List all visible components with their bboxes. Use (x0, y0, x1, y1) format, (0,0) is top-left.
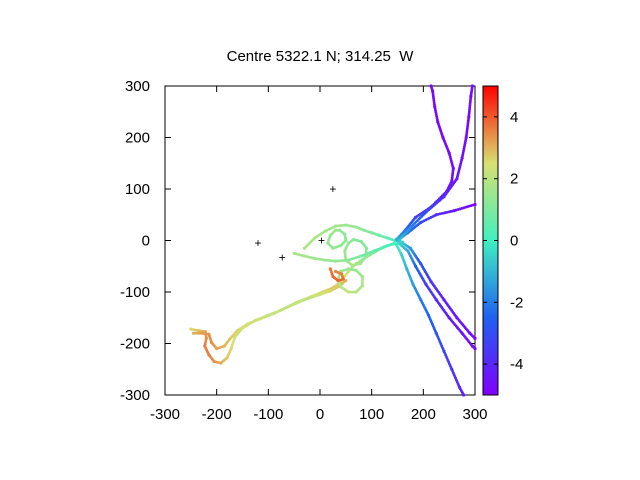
y-tick-label: 200 (125, 130, 150, 147)
plus-marker: + (318, 234, 325, 248)
chart-title: Centre 5322.1 N; 314.25 W (226, 48, 414, 65)
series-13-point (470, 84, 475, 88)
y-tick-label: 300 (125, 78, 150, 95)
series-3-point (333, 228, 338, 232)
series-10-point (473, 336, 477, 340)
y-tick-label: -100 (120, 284, 150, 301)
colorbar-tick-label: 4 (510, 109, 518, 126)
series-9-point (473, 347, 477, 351)
series-5-point (350, 290, 354, 294)
series-5-point (348, 290, 352, 294)
y-tick-label: -200 (120, 336, 150, 353)
colorbar-tick-label: -2 (510, 294, 523, 311)
y-tick-label: -300 (120, 387, 150, 404)
y-tick-label: 0 (142, 233, 150, 250)
series-1-point (344, 279, 348, 283)
colorbar-tick-label: 2 (510, 171, 518, 188)
plus-marker: + (254, 236, 261, 250)
x-tick-label: 200 (411, 406, 436, 423)
colorbar-tick-label: -4 (510, 356, 523, 373)
x-tick-label: 100 (359, 406, 384, 423)
plus-marker: + (279, 250, 286, 264)
series-12-point (429, 84, 433, 88)
x-tick-label: -100 (253, 406, 283, 423)
y-tick-label: 100 (125, 181, 150, 198)
series-1-point (193, 331, 197, 335)
series-8-point (462, 393, 466, 397)
colorbar-tick-label: 0 (510, 233, 518, 250)
series-4-point (346, 241, 351, 245)
series-7-point (333, 269, 338, 273)
x-tick-label: -300 (150, 406, 180, 423)
plus-marker: + (329, 182, 336, 196)
series-11-point (473, 202, 477, 207)
x-tick-label: 0 (316, 406, 324, 423)
x-tick-label: -200 (202, 406, 232, 423)
series-1-point (195, 331, 199, 335)
x-tick-label: 300 (462, 406, 487, 423)
